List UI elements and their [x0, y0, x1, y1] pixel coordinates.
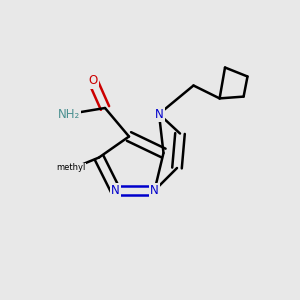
Text: O: O — [88, 74, 98, 88]
Text: N: N — [154, 107, 164, 121]
Text: methyl: methyl — [56, 164, 85, 172]
Text: NH₂: NH₂ — [58, 107, 80, 121]
Text: N: N — [150, 184, 159, 197]
Text: N: N — [111, 184, 120, 197]
